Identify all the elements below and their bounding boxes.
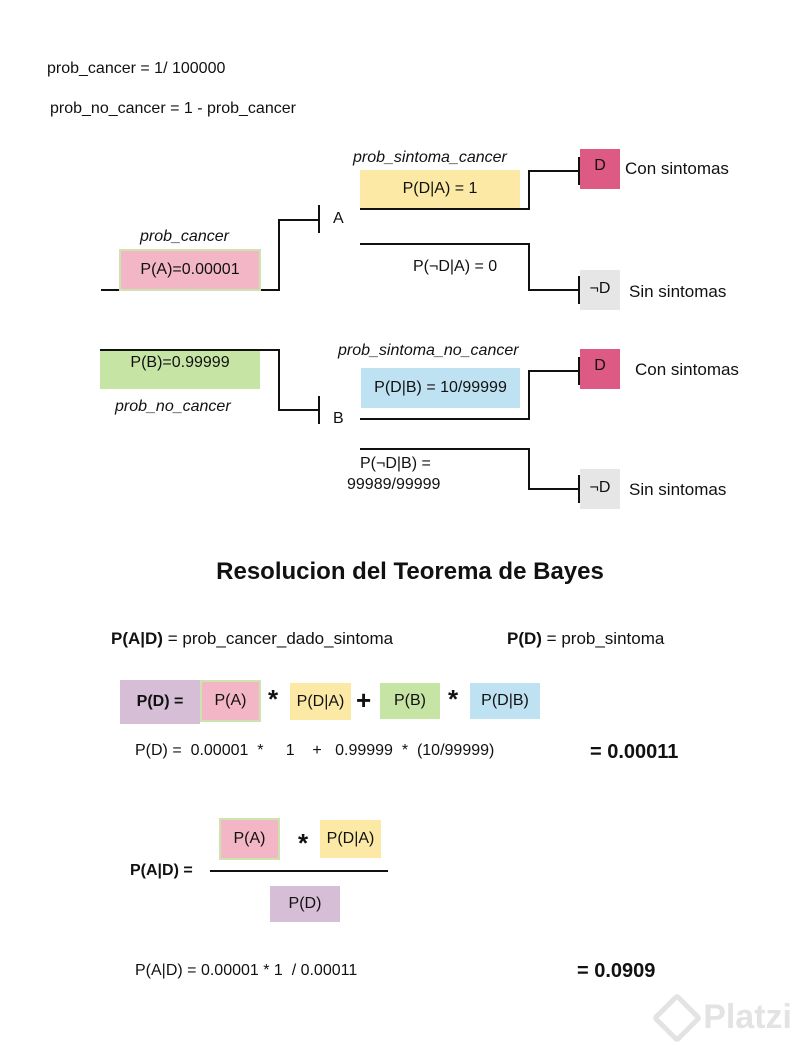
fraction-pa-box: P(A) — [219, 818, 280, 860]
edge-b-yes-to-leaf — [528, 370, 580, 372]
edge-b-no-to-leaf — [528, 488, 580, 490]
def-pad-symbol: P(A|D) — [111, 629, 163, 648]
branch-b-yes-box: P(D|B) = 10/99999 — [361, 368, 520, 408]
leaf-4-label: Sin sintomas — [629, 480, 727, 499]
result-pd: = 0.00011 — [590, 741, 679, 763]
leaf-2-tick — [578, 276, 580, 304]
formula-pdb-box: P(D|B) — [470, 683, 540, 719]
fraction-pa: P(A) — [233, 830, 266, 847]
edge-a-no-top — [360, 243, 530, 245]
fraction-bar — [210, 870, 388, 872]
leaf-3-symbol: D — [594, 357, 606, 374]
edge-a-no-to-leaf — [528, 289, 580, 291]
fraction-pda-box: P(D|A) — [320, 820, 381, 858]
formula-pda-box: P(D|A) — [290, 683, 351, 720]
edge-root-a-vertical — [278, 219, 280, 291]
resolution-title: Resolucion del Teorema de Bayes — [216, 558, 604, 585]
node-a-tick — [318, 205, 320, 233]
numeric-pd: P(D) = 0.00001 * 1 + 0.99999 * (10/99999… — [135, 742, 495, 759]
edge-a-yes-bottom — [360, 208, 530, 210]
leaf-2-label: Sin sintomas — [629, 282, 727, 301]
formula-lhs: P(D) = — [136, 693, 184, 710]
def-pd-symbol: P(D) — [507, 629, 542, 648]
root-b-value: P(B)=0.99999 — [130, 354, 230, 371]
edge-a-yes-to-leaf — [528, 170, 580, 172]
def-pad-text: = prob_cancer_dado_sintoma — [162, 629, 394, 648]
def-prob-no-cancer: prob_no_cancer = 1 - prob_cancer — [50, 100, 296, 117]
edge-root-a-in — [101, 289, 119, 291]
formula-times-1: * — [268, 684, 279, 714]
def-pad: P(A|D) = prob_cancer_dado_sintoma — [111, 629, 393, 649]
def-pd-text: = prob_sintoma — [541, 629, 665, 648]
branch-a-yes-box: P(D|A) = 1 — [360, 170, 520, 208]
leaf-1-tick — [578, 157, 580, 185]
numeric-pad: P(A|D) = 0.00001 * 1 / 0.00011 — [135, 962, 358, 979]
formula-pdb: P(D|B) — [481, 692, 529, 709]
node-a-label: A — [333, 210, 344, 227]
leaf-4-box: ¬D — [580, 469, 620, 509]
branch-a-yes-name: prob_sintoma_cancer — [353, 149, 507, 166]
fraction-pda: P(D|A) — [326, 830, 375, 847]
node-b-label: B — [333, 410, 344, 427]
edge-root-a-out — [261, 289, 280, 291]
leaf-1-symbol: D — [594, 157, 606, 174]
formula-times-2: * — [448, 684, 459, 714]
formula-pb-box: P(B) — [380, 683, 440, 719]
node-b-tick — [318, 396, 320, 424]
edge-a-yes-vertical — [528, 170, 530, 210]
root-a-box: P(A)=0.00001 — [119, 249, 261, 291]
formula-plus: + — [356, 685, 372, 715]
branch-b-no-line2: 99989/99999 — [347, 476, 441, 493]
branch-b-no-line1: P(¬D|B) = — [360, 455, 431, 472]
formula-pa: P(A) — [214, 692, 247, 709]
root-a-name: prob_cancer — [140, 228, 229, 245]
leaf-3-tick — [578, 357, 580, 385]
formula-lhs-box: P(D) = — [120, 680, 200, 724]
leaf-1-box: D — [580, 149, 620, 189]
leaf-2-symbol: ¬D — [589, 280, 611, 297]
leaf-3-box: D — [580, 349, 620, 389]
formula-pb: P(B) — [394, 692, 426, 709]
root-a-value: P(A)=0.00001 — [140, 261, 240, 278]
edge-b-yes-vertical — [528, 370, 530, 420]
edge-b-yes-bottom — [360, 418, 530, 420]
fraction-times: * — [298, 828, 309, 858]
leaf-2-box: ¬D — [580, 270, 620, 310]
platzi-watermark: Platzi — [651, 992, 792, 1043]
branch-a-no-value: P(¬D|A) = 0 — [413, 258, 498, 275]
formula-pda: P(D|A) — [296, 692, 345, 710]
edge-root-b-vertical — [278, 349, 280, 411]
platzi-wordmark: Platzi — [703, 998, 792, 1036]
branch-b-yes-name: prob_sintoma_no_cancer — [338, 342, 519, 359]
fraction-lhs: P(A|D) = — [130, 862, 193, 879]
leaf-4-symbol: ¬D — [589, 479, 611, 496]
edge-b-no-vertical — [528, 448, 530, 490]
edge-to-node-a — [278, 219, 320, 221]
branch-b-yes-value: P(D|B) = 10/99999 — [374, 379, 507, 396]
leaf-3-label: Con sintomas — [635, 360, 739, 379]
edge-to-node-b — [278, 409, 320, 411]
edge-b-no-top — [360, 448, 530, 450]
formula-pa-box: P(A) — [200, 680, 261, 722]
leaf-4-tick — [578, 475, 580, 503]
result-pad: = 0.0909 — [577, 960, 656, 982]
def-prob-cancer: prob_cancer = 1/ 100000 — [47, 60, 226, 77]
edge-root-b-top — [100, 349, 280, 351]
formula-lhs-symbol: P(D) = — [137, 693, 184, 711]
fraction-pd-box: P(D) — [270, 886, 340, 922]
edge-a-no-vertical — [528, 243, 530, 291]
root-b-name: prob_no_cancer — [115, 398, 231, 415]
root-b-box: P(B)=0.99999 — [100, 349, 260, 389]
def-pd: P(D) = prob_sintoma — [507, 629, 664, 649]
platzi-logo-icon — [651, 992, 703, 1043]
fraction-pd: P(D) — [288, 895, 322, 912]
leaf-1-label: Con sintomas — [625, 159, 729, 178]
branch-a-yes-value: P(D|A) = 1 — [402, 180, 478, 197]
